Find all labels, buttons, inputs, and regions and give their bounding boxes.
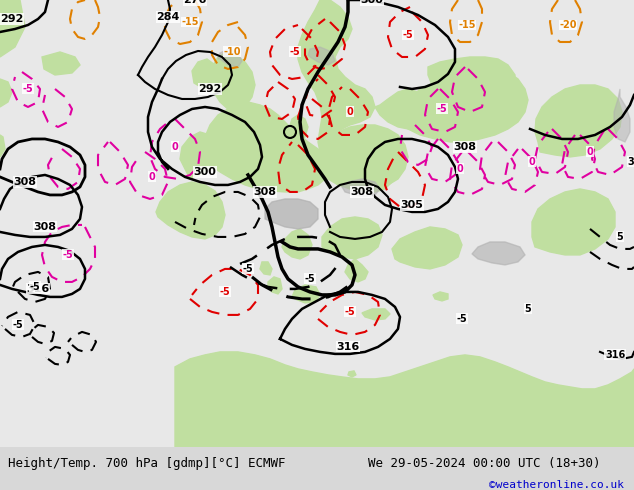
Text: We 29-05-2024 00:00 UTC (18+30): We 29-05-2024 00:00 UTC (18+30) [368, 457, 600, 470]
Text: -5: -5 [23, 84, 34, 94]
Text: 308: 308 [13, 177, 37, 187]
Text: 316: 316 [605, 350, 625, 360]
Text: 276: 276 [183, 0, 207, 5]
Polygon shape [362, 309, 390, 320]
Text: -5: -5 [290, 47, 301, 57]
Text: 292: 292 [198, 84, 222, 94]
Text: -5: -5 [63, 250, 74, 260]
Polygon shape [348, 371, 356, 377]
Polygon shape [375, 89, 428, 129]
Text: -5: -5 [13, 320, 23, 330]
Text: 316: 316 [27, 284, 49, 294]
Text: 5: 5 [617, 232, 623, 242]
Polygon shape [260, 262, 272, 275]
Text: 292: 292 [0, 14, 23, 24]
Polygon shape [200, 102, 328, 192]
Text: 0: 0 [347, 107, 353, 117]
Polygon shape [0, 0, 25, 57]
Text: -5: -5 [219, 287, 230, 297]
Polygon shape [342, 179, 380, 197]
Polygon shape [0, 79, 12, 107]
Polygon shape [192, 59, 218, 89]
Text: -15: -15 [181, 17, 198, 27]
Polygon shape [265, 199, 318, 229]
Polygon shape [282, 229, 312, 259]
Text: 308: 308 [254, 187, 276, 197]
Text: 31: 31 [627, 157, 634, 167]
Polygon shape [42, 52, 80, 75]
Text: 300: 300 [361, 0, 384, 5]
Polygon shape [318, 125, 408, 187]
Polygon shape [156, 182, 225, 239]
Text: 0: 0 [529, 157, 535, 167]
Text: 316: 316 [337, 342, 359, 352]
Text: -10: -10 [223, 47, 241, 57]
Polygon shape [0, 135, 5, 157]
Text: -20: -20 [559, 20, 577, 30]
Text: 308: 308 [351, 187, 373, 197]
Polygon shape [308, 47, 335, 65]
Polygon shape [180, 132, 222, 179]
Polygon shape [535, 85, 622, 157]
Polygon shape [405, 69, 528, 142]
Polygon shape [532, 189, 615, 255]
Text: -5: -5 [30, 282, 41, 292]
Text: 0: 0 [148, 172, 155, 182]
Polygon shape [268, 277, 282, 294]
Text: Height/Temp. 700 hPa [gdmp][°C] ECMWF: Height/Temp. 700 hPa [gdmp][°C] ECMWF [8, 457, 285, 470]
Polygon shape [614, 89, 630, 142]
Polygon shape [322, 217, 382, 259]
Text: 305: 305 [401, 200, 424, 210]
Text: 0: 0 [172, 142, 178, 152]
Text: 284: 284 [157, 12, 179, 22]
Text: -5: -5 [437, 104, 448, 114]
Polygon shape [218, 49, 242, 67]
Polygon shape [428, 57, 515, 99]
Text: -5: -5 [345, 307, 356, 317]
Text: -15: -15 [458, 20, 476, 30]
Polygon shape [392, 227, 462, 269]
Polygon shape [345, 259, 368, 282]
Text: -5: -5 [456, 314, 467, 324]
Polygon shape [328, 152, 395, 192]
Text: -5: -5 [403, 30, 413, 40]
Text: -5: -5 [304, 274, 315, 284]
Polygon shape [289, 115, 308, 142]
Polygon shape [298, 0, 390, 189]
Polygon shape [175, 352, 634, 447]
Text: ©weatheronline.co.uk: ©weatheronline.co.uk [489, 480, 624, 490]
Text: 308: 308 [34, 222, 56, 232]
Polygon shape [472, 242, 525, 265]
Text: 0: 0 [586, 147, 593, 157]
Polygon shape [433, 292, 448, 301]
Text: 300: 300 [193, 167, 216, 177]
Polygon shape [210, 52, 255, 115]
Text: 0: 0 [456, 164, 463, 174]
Text: 308: 308 [453, 142, 477, 152]
Text: -5: -5 [243, 264, 254, 274]
Polygon shape [292, 285, 320, 303]
Text: 5: 5 [524, 304, 531, 314]
